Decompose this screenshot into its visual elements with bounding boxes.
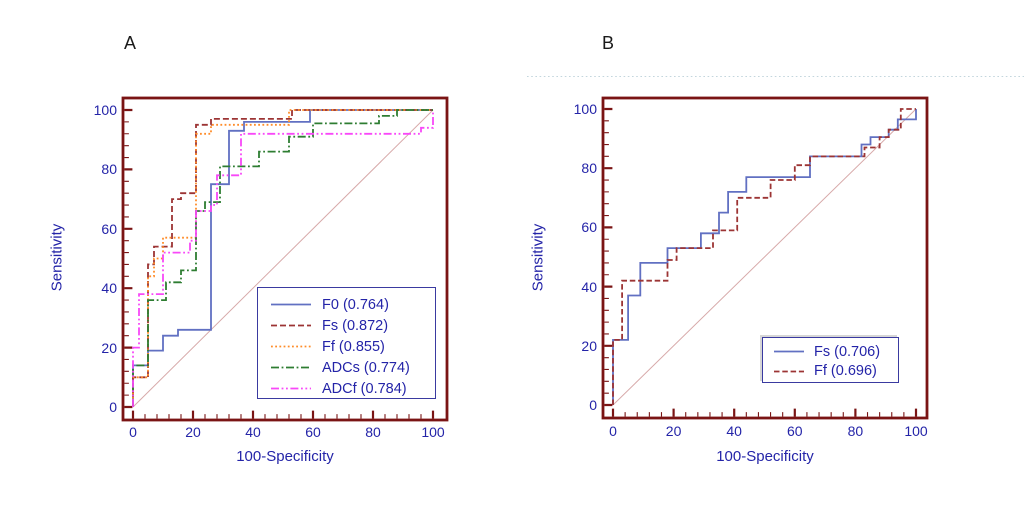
- plot-frame: [601, 96, 929, 420]
- panel-a-letter: A: [124, 33, 137, 53]
- y-tick-label: 60: [101, 220, 117, 237]
- panel-a-legend: F0 (0.764) Fs (0.872) Ff (0.855) ADCs (0…: [257, 287, 436, 399]
- y-tick-label: 100: [93, 102, 117, 118]
- legend-label: Ff (0.855): [322, 338, 385, 355]
- panel-b-legend: Fs (0.706) Ff (0.696): [762, 337, 899, 383]
- x-tick-label: 100: [421, 424, 445, 440]
- legend-line-sample: [271, 324, 311, 327]
- legend-label: Fs (0.706): [814, 343, 881, 360]
- panel-b-letter: B: [602, 33, 615, 53]
- major-ticks: [604, 107, 918, 417]
- panel-b-plot: [601, 96, 929, 420]
- x-tick-label: 40: [245, 424, 261, 440]
- legend-line-sample: [271, 387, 311, 390]
- legend-item: ADCf (0.784): [269, 378, 429, 399]
- x-tick-label: 20: [185, 424, 201, 440]
- legend-label: F0 (0.764): [322, 296, 389, 313]
- y-tick-label: 100: [573, 101, 597, 117]
- legend-line-sample: [271, 366, 311, 369]
- x-tick-label: 0: [609, 423, 617, 439]
- x-tick-label: 60: [787, 423, 803, 439]
- legend-label: ADCf (0.784): [322, 380, 407, 397]
- y-tick-label: 40: [581, 278, 597, 295]
- legend-item: Ff (0.855): [269, 336, 429, 357]
- roc-curve-Fs: [612, 109, 917, 405]
- y-tick-label: 80: [101, 161, 117, 178]
- roc-curve-Ff: [132, 109, 433, 407]
- x-tick-label: 100: [904, 423, 928, 439]
- roc-curve-ADCf: [132, 110, 434, 407]
- legend-line-sample: [774, 370, 804, 373]
- panel-b-xaxis-title: 100-Specificity: [716, 448, 814, 465]
- y-tick-label: 80: [581, 160, 597, 177]
- plot-frame: [121, 96, 449, 422]
- reference-diagonal: [612, 108, 917, 406]
- y-tick-label: 40: [101, 280, 117, 297]
- legend-label: Ff (0.696): [814, 363, 877, 380]
- y-tick-label: 20: [581, 337, 597, 354]
- legend-line-sample: [271, 303, 311, 306]
- roc-curve-ADCs: [132, 109, 433, 407]
- x-tick-label: 80: [847, 423, 864, 439]
- y-tick-label: 20: [101, 339, 117, 356]
- reference-diagonal: [132, 109, 434, 408]
- roc-curve-Ff: [612, 108, 916, 405]
- major-ticks: [124, 108, 435, 419]
- y-tick-label: 60: [581, 219, 597, 236]
- legend-item: Ff (0.696): [772, 362, 894, 382]
- roc-curve-Fs: [132, 109, 433, 407]
- legend-item: Fs (0.706): [772, 342, 894, 362]
- legend-item: F0 (0.764): [269, 294, 429, 315]
- x-tick-label: 80: [365, 424, 381, 440]
- panel-a-xaxis-title: 100-Specificity: [236, 448, 334, 465]
- x-tick-label: 40: [726, 423, 742, 439]
- y-tick-label: 0: [589, 397, 597, 413]
- legend-line-sample: [271, 345, 311, 348]
- legend-item: ADCs (0.774): [269, 357, 429, 378]
- x-tick-label: 0: [129, 424, 137, 440]
- minor-ticks: [124, 121, 422, 419]
- x-tick-label: 20: [665, 423, 682, 439]
- panel-b-yaxis-title: Sensitivity: [529, 223, 547, 292]
- x-tick-label: 60: [305, 424, 321, 440]
- panel-a-yaxis-title: Sensitivity: [48, 223, 66, 292]
- legend-label: ADCs (0.774): [322, 359, 410, 376]
- minor-ticks: [604, 120, 905, 417]
- panel-a-plot: [121, 96, 449, 422]
- legend-label: Fs (0.872): [322, 317, 389, 334]
- legend-line-sample: [774, 350, 804, 353]
- y-tick-label: 0: [109, 399, 117, 415]
- legend-item: Fs (0.872): [269, 315, 429, 336]
